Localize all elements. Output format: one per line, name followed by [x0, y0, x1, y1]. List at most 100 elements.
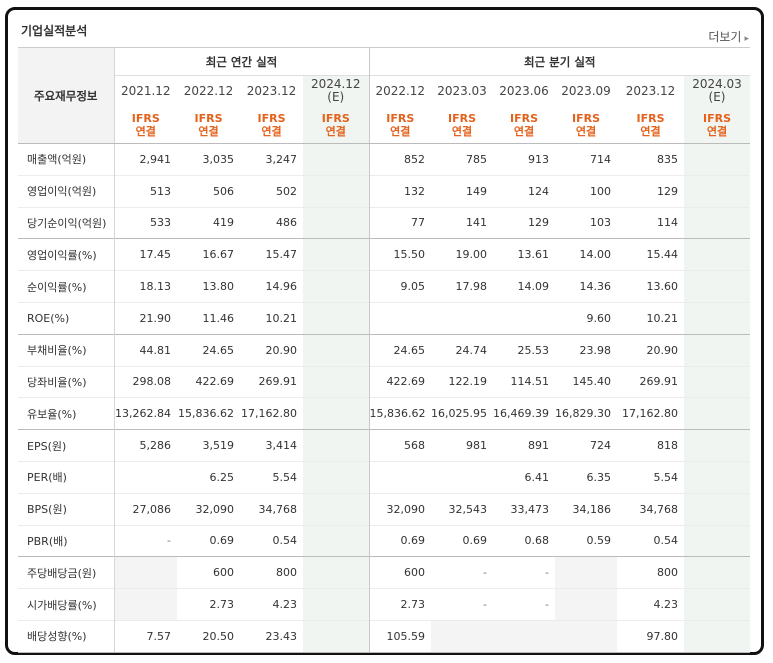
value-cell: 20.90	[240, 333, 303, 367]
value-cell: 0.68	[493, 524, 555, 557]
financial-table: 주요재무정보 최근 연간 실적 최근 분기 실적 2021.12 2022.12 2…	[18, 47, 750, 653]
table-row: 매출액(억원) 2,941 3,035 3,247 852 785 913 714 835	[18, 143, 750, 176]
value-cell: 11.46	[177, 301, 240, 335]
value-cell: 502	[240, 174, 303, 208]
value-cell	[303, 460, 369, 494]
value-cell: 13.80	[177, 270, 240, 303]
value-cell: 15.44	[617, 238, 684, 271]
value-cell: 33,473	[493, 492, 555, 526]
basis-bottom: 연결	[451, 124, 473, 138]
basis-bottom: 연결	[390, 124, 411, 138]
basis-top: IFRS	[448, 111, 476, 125]
value-cell: 568	[368, 429, 431, 462]
basis-bottom: 연결	[575, 124, 597, 138]
basis-bottom: 연결	[261, 124, 282, 138]
row-label: 유보율(%)	[18, 397, 114, 430]
period-date: 2023.12	[625, 84, 676, 98]
basis-top: IFRS	[386, 111, 415, 125]
value-cell: 17.45	[113, 238, 177, 271]
annual-header: 최근 연간 실적	[113, 47, 369, 76]
value-cell: 0.59	[555, 524, 617, 557]
value-cell	[303, 619, 369, 653]
value-cell: 15.47	[240, 238, 303, 271]
value-cell: 14.00	[555, 238, 617, 271]
value-cell: 16,469.39	[493, 397, 555, 430]
value-cell: 9.60	[555, 301, 617, 335]
value-cell: 97.80	[617, 619, 684, 653]
value-cell: 14.09	[493, 270, 555, 303]
basis-label: IFRS 연결	[493, 106, 555, 144]
value-cell: 891	[493, 429, 555, 462]
value-cell: 149	[431, 174, 493, 208]
value-cell: 32,090	[368, 492, 431, 526]
value-cell: 6.25	[177, 460, 240, 494]
value-cell	[303, 301, 369, 335]
value-cell: 13.60	[617, 270, 684, 303]
basis-label: IFRS 연결	[684, 106, 750, 144]
table-row: 순이익률(%) 18.13 13.80 14.96 9.05 17.98 14.09 14.3…	[18, 270, 750, 303]
value-cell: 513	[113, 174, 177, 208]
row-header: 주요재무정보	[18, 47, 114, 144]
value-cell	[303, 270, 369, 303]
section-title: 기업실적분석	[21, 24, 88, 38]
table-row: 시가배당률(%) 2.73 4.23 2.73- -4.23	[18, 588, 750, 621]
value-cell	[684, 270, 750, 303]
value-cell: 18.13	[113, 270, 177, 303]
value-cell: 32,090	[177, 492, 240, 526]
more-link[interactable]: 더보기 ▸	[708, 28, 749, 45]
period-date: 2024.03	[692, 77, 742, 91]
value-cell: 13.61	[493, 238, 555, 271]
value-cell: 0.69	[177, 524, 240, 557]
value-cell: 3,414	[240, 429, 303, 462]
value-cell	[303, 397, 369, 430]
row-label: ROE(%)	[18, 301, 114, 335]
value-cell: 25.53	[493, 333, 555, 367]
value-cell	[555, 619, 617, 653]
value-cell	[303, 143, 369, 176]
period-date: 2023.12	[246, 84, 297, 98]
value-cell: 2.73	[368, 588, 431, 621]
value-cell: 24.74	[431, 333, 493, 367]
value-cell	[555, 588, 617, 621]
value-cell: 835	[617, 143, 684, 176]
row-label: 부채비율(%)	[18, 333, 114, 367]
row-label: 시가배당률(%)	[18, 588, 114, 621]
basis-top: IFRS	[321, 111, 350, 125]
value-cell: 20.90	[617, 333, 684, 367]
value-cell: 0.54	[240, 524, 303, 557]
period-date: 2021.12	[120, 84, 171, 98]
value-cell: 5.54	[240, 460, 303, 494]
value-cell: 6.35	[555, 460, 617, 494]
value-cell: 4.23	[617, 588, 684, 621]
value-cell	[303, 238, 369, 271]
value-cell	[684, 429, 750, 462]
value-cell: 600	[368, 556, 431, 589]
value-cell: 0.69	[368, 524, 431, 557]
value-cell	[113, 460, 177, 494]
value-cell	[684, 492, 750, 526]
period-header: 2023.12	[617, 75, 684, 106]
value-cell	[113, 588, 177, 621]
value-cell: 27,086	[113, 492, 177, 526]
value-cell	[684, 301, 750, 335]
basis-bottom: 연결	[706, 124, 728, 138]
period-header: 2022.12	[177, 75, 240, 106]
period-header: 2023.12	[240, 75, 303, 106]
row-label: 당기순이익(억원)	[18, 206, 114, 239]
value-cell: 506	[177, 174, 240, 208]
value-cell: 724	[555, 429, 617, 462]
basis-label: IFRS 연결	[240, 106, 303, 144]
value-cell: 800	[240, 556, 303, 589]
basis-top: IFRS	[257, 111, 286, 125]
chevron-right-icon: ▸	[744, 34, 749, 44]
value-cell: 129	[617, 174, 684, 208]
value-cell: 5,286	[113, 429, 177, 462]
value-cell: 145.40	[555, 365, 617, 398]
value-cell: 981	[431, 429, 493, 462]
value-cell	[684, 206, 750, 239]
value-cell: 17,162.80	[240, 397, 303, 430]
value-cell: 44.81	[113, 333, 177, 367]
basis-label: IFRS 연결	[113, 106, 177, 144]
value-cell: 23.98	[555, 333, 617, 367]
value-cell: 486	[240, 206, 303, 239]
